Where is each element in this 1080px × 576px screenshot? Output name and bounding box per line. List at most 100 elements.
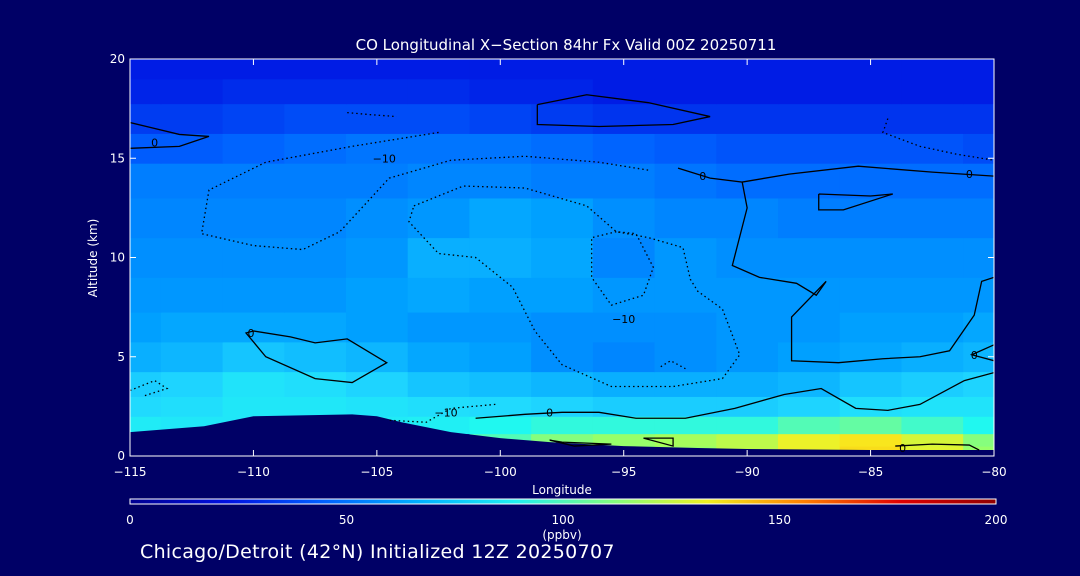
field-cell [654, 371, 717, 397]
field-cell [778, 416, 841, 435]
field-cell [407, 237, 470, 278]
field-cell [407, 163, 470, 199]
field-cell [469, 277, 532, 313]
field-cell [716, 433, 779, 447]
field-cell [222, 396, 285, 417]
field-cell [469, 341, 532, 373]
field-cell [130, 59, 162, 80]
field-cell [778, 133, 841, 164]
field-cell [222, 371, 285, 397]
field-cell [901, 312, 964, 343]
field-cell [654, 341, 717, 373]
field-cell [778, 312, 841, 343]
field-cell [901, 78, 964, 105]
field-cell [963, 312, 994, 343]
contour-line-dotted [660, 359, 686, 370]
field-cell [284, 163, 347, 199]
field-cell [778, 78, 841, 105]
field-cell [963, 163, 994, 199]
field-cell [901, 133, 964, 164]
contour-label: −10 [373, 152, 396, 165]
field-cell [469, 163, 532, 199]
field-cell [716, 133, 779, 164]
contour-line-solid [895, 443, 980, 451]
contour-line-solid [536, 94, 711, 128]
field-cell [716, 197, 779, 239]
contour-label: 0 [546, 406, 553, 419]
field-cell [531, 59, 594, 80]
field-cell [654, 433, 717, 447]
field-cell [654, 312, 717, 343]
x-tick-label: −105 [360, 465, 393, 479]
x-axis-label: Longitude [532, 483, 592, 497]
field-cell [963, 371, 994, 397]
plot-area: 0 0 0 0 0 0 0 −10 −10 −10 [130, 59, 994, 456]
field-cell [716, 59, 779, 80]
field-cell [839, 371, 902, 397]
field-cell [716, 371, 779, 397]
colorbar-tick-label: 0 [126, 513, 134, 527]
field-cell [469, 416, 532, 435]
field-cell [901, 277, 964, 313]
field-cell [531, 341, 594, 373]
contour-label: 0 [151, 136, 158, 149]
field-cell [963, 59, 994, 80]
field-cell [130, 416, 162, 435]
field-cell [284, 78, 347, 105]
field-cell [778, 396, 841, 417]
field-cell [839, 78, 902, 105]
x-tick-label: −110 [237, 465, 270, 479]
field-cell [130, 277, 162, 313]
field-cell [346, 371, 409, 397]
field-cell [654, 277, 717, 313]
field-cell [901, 396, 964, 417]
field-cell [839, 312, 902, 343]
contour-line-solid [818, 193, 893, 211]
contour-label: 0 [699, 170, 706, 183]
field-cell [839, 277, 902, 313]
contour-line-solid [130, 121, 210, 149]
field-cell [839, 103, 902, 134]
field-cell [716, 78, 779, 105]
field-cell [346, 59, 409, 80]
field-cell [407, 59, 470, 80]
contour-label: −10 [612, 313, 635, 326]
field-cell [284, 133, 347, 164]
field-cell [839, 396, 902, 417]
field-cell [716, 341, 779, 373]
field-cell [284, 341, 347, 373]
field-cell [654, 416, 717, 435]
field-cell [963, 396, 994, 417]
chart-title: CO Longitudinal X−Section 84hr Fx Valid … [356, 36, 777, 54]
field-cell [469, 312, 532, 343]
y-tick-label: 20 [110, 52, 125, 66]
field-cell [592, 277, 656, 313]
field-cell [160, 341, 224, 373]
y-axis: 0 5 10 15 20 [110, 52, 994, 463]
field-cell [222, 277, 285, 313]
field-cell [654, 197, 717, 239]
field-cell [469, 197, 532, 239]
field-cell [469, 133, 532, 164]
colorbar-units: (ppbv) [542, 528, 581, 542]
field-cell [346, 312, 409, 343]
field-cell [130, 78, 162, 105]
field-cell [222, 133, 285, 164]
field-cell [284, 396, 347, 417]
field-cell [592, 341, 656, 373]
field-cell [407, 396, 470, 417]
field-cell [160, 237, 224, 278]
field-cell [407, 78, 470, 105]
field-cell [839, 341, 902, 373]
field-cell [469, 103, 532, 134]
colorbar-tick-label: 50 [339, 513, 354, 527]
field-cell [407, 277, 470, 313]
field-cell [778, 371, 841, 397]
x-tick-label: −115 [114, 465, 147, 479]
field-cell [407, 341, 470, 373]
field-cell [963, 416, 994, 435]
field-cell [716, 416, 779, 435]
field-cell [592, 396, 656, 417]
field-cell [839, 416, 902, 435]
field-cell [222, 341, 285, 373]
